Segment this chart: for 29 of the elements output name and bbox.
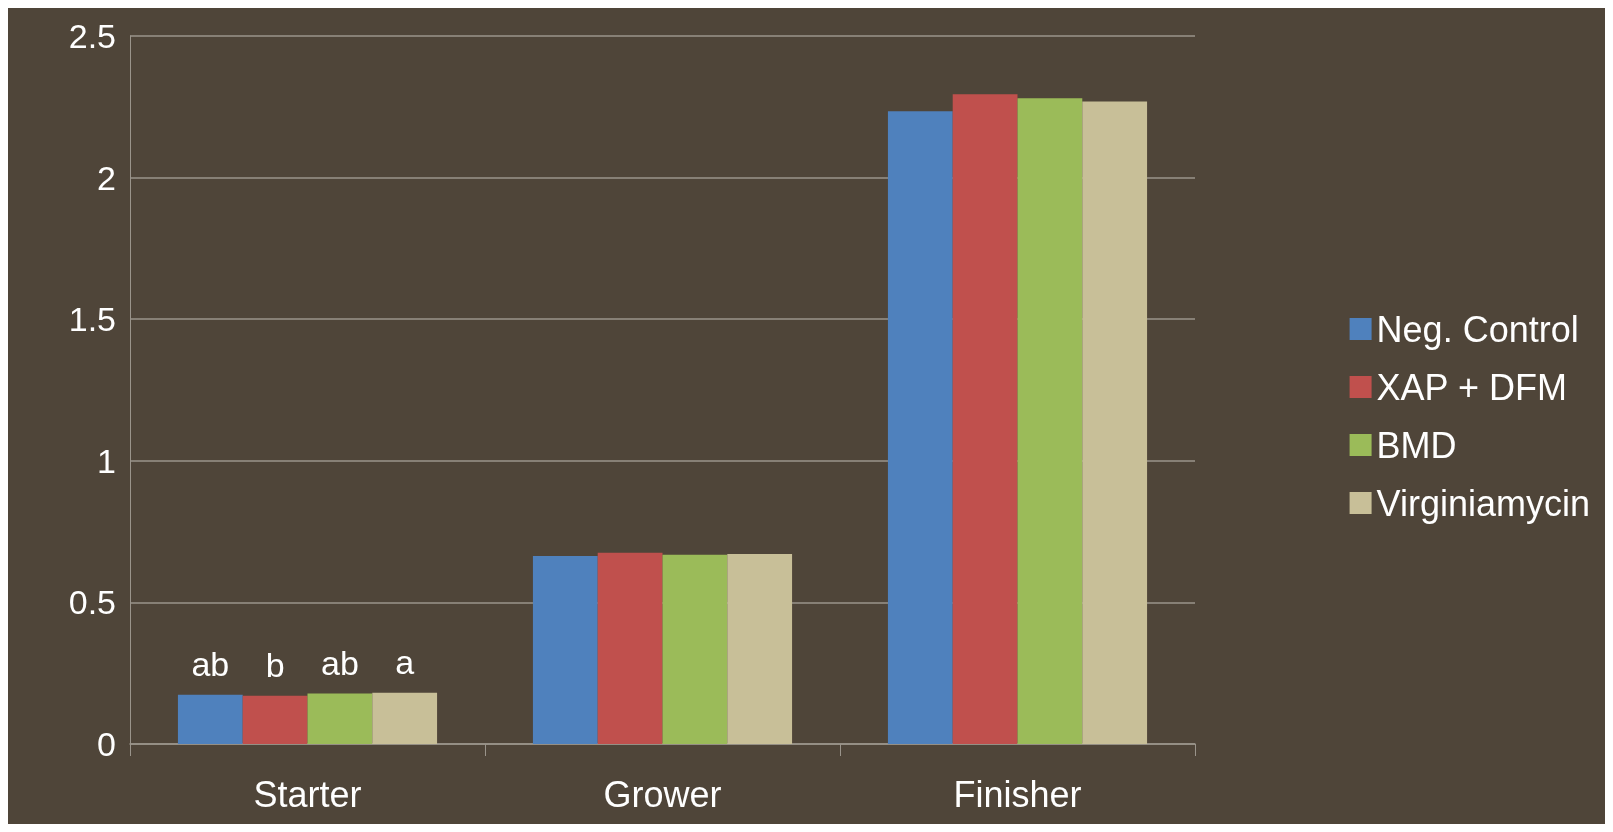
data-label: b [265,645,285,684]
bar [727,553,793,744]
data-label: a [395,642,415,681]
y-tick-label: 0 [97,725,116,763]
bar [887,111,953,744]
bar [372,692,438,744]
x-tick-label: Grower [603,773,722,815]
data-label: ab [320,643,359,682]
legend-label: Neg. Control [1376,308,1579,350]
bar [177,694,243,744]
bar [307,693,373,744]
x-tick-label: Starter [253,773,362,815]
legend-label: BMD [1376,424,1457,466]
bar [597,552,663,744]
y-tick-label: 0.5 [68,583,116,622]
bar [662,554,728,744]
bar [242,695,308,744]
x-tick-label: Finisher [953,773,1082,815]
legend-label: XAP + DFM [1376,366,1567,408]
y-tick-label: 2 [97,158,116,197]
y-tick-label: 1.5 [68,300,116,339]
bar [952,94,1018,744]
bar [532,555,598,744]
y-tick-label: 2.5 [68,17,116,55]
legend-label: Virginiamycin [1376,482,1591,524]
bar [1082,101,1148,744]
bar [1017,98,1083,744]
y-tick-label: 1 [97,441,116,480]
data-label: ab [191,644,230,683]
